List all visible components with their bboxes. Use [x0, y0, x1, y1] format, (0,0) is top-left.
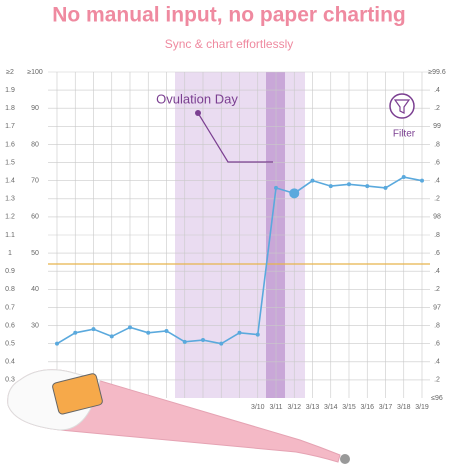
y3-tick-label: 80 [31, 141, 39, 148]
temperature-point [109, 334, 114, 339]
headline: No manual input, no paper charting [52, 4, 406, 27]
x-tick-label: 3/13 [306, 404, 320, 411]
y2-tick-label: .6 [434, 341, 440, 348]
temperature-point [219, 341, 224, 346]
temperature-point [91, 327, 96, 332]
temperature-point [310, 178, 315, 183]
ovulation-pointer [197, 112, 273, 163]
temperature-point [164, 328, 169, 333]
temperature-point [237, 330, 242, 335]
y3-tick-label: 70 [31, 178, 39, 185]
ovulation-label: Ovulation Day [156, 91, 238, 106]
y2-tick-label: .4 [434, 268, 440, 275]
temperature-point [255, 332, 260, 337]
filter-icon [389, 93, 415, 119]
temperature-point [401, 175, 406, 180]
y2-tick-label: ≤96 [431, 395, 443, 402]
y-tick-label: 0.9 [5, 268, 15, 275]
y3-tick-label: ≥100 [27, 69, 43, 76]
y-tick-label: 0.5 [5, 341, 15, 348]
y2-tick-label: .4 [434, 178, 440, 185]
x-tick-label: 3/15 [342, 404, 356, 411]
y3-tick-label: 40 [31, 286, 39, 293]
y-tick-label: 1 [8, 250, 12, 257]
y2-tick-label: 99 [433, 123, 441, 130]
temperature-point [55, 341, 59, 346]
y2-tick-label: .8 [434, 141, 440, 148]
y-tick-label: 1.2 [5, 214, 15, 221]
y3-tick-label: 60 [31, 214, 39, 221]
y2-tick-label: 98 [433, 214, 441, 221]
temperature-point [383, 185, 388, 190]
x-tick-label: 3/10 [251, 404, 265, 411]
y2-tick-label: .4 [434, 87, 440, 94]
y-tick-label: 0.8 [5, 286, 15, 293]
y-tick-label: 1.7 [5, 123, 15, 130]
y2-tick-label: .2 [434, 196, 440, 203]
y2-tick-label: .2 [434, 286, 440, 293]
temperature-point [347, 182, 351, 187]
y-tick-label: 1.6 [5, 141, 15, 148]
y2-tick-label: ≥99.6 [428, 69, 446, 76]
y2-tick-label: .4 [434, 359, 440, 366]
temperature-point [201, 338, 205, 343]
subheadline: Sync & chart effortlessly [165, 37, 294, 51]
temperature-point [274, 185, 278, 190]
y3-tick-label: 90 [31, 105, 39, 112]
y2-tick-label: .2 [434, 105, 440, 112]
y-tick-label: 0.7 [5, 304, 15, 311]
temperature-point [365, 184, 370, 189]
temperature-point [182, 339, 187, 344]
x-tick-label: 3/17 [379, 404, 393, 411]
y3-tick-label: 30 [31, 322, 39, 329]
x-tick-label: 3/16 [360, 404, 374, 411]
y-tick-label: 1.1 [5, 232, 15, 239]
x-tick-label: 3/12 [287, 404, 301, 411]
y3-tick-label: 50 [31, 250, 39, 257]
y2-tick-label: .6 [434, 159, 440, 166]
temperature-point [289, 188, 300, 199]
y-tick-label: 1.4 [5, 178, 15, 185]
x-tick-label: 3/19 [415, 404, 429, 411]
y2-tick-label: 97 [433, 304, 441, 311]
y-tick-label: 0.3 [5, 377, 15, 384]
y-tick-label: 1.3 [5, 196, 15, 203]
y2-tick-label: .8 [434, 322, 440, 329]
x-tick-label: 3/18 [397, 404, 411, 411]
temperature-point [420, 178, 424, 183]
y-tick-label: ≥2 [6, 69, 14, 76]
temperature-point [73, 330, 78, 335]
y-tick-label: 1.9 [5, 87, 15, 94]
x-tick-label: 3/11 [269, 404, 282, 411]
y-tick-label: 1.5 [5, 159, 15, 166]
y-tick-label: 0.6 [5, 322, 15, 329]
y2-tick-label: .8 [434, 232, 440, 239]
temperature-point [146, 330, 151, 335]
temperature-point [128, 325, 132, 330]
y-tick-label: 0.4 [5, 359, 15, 366]
temperature-point [328, 184, 333, 189]
filter-funnel [393, 99, 411, 114]
y2-tick-label: .6 [434, 250, 440, 257]
y2-tick-label: .2 [434, 377, 440, 384]
x-tick-label: 3/14 [324, 404, 338, 411]
chart: ≥2 1.9 1.8 1.7 1.6 1.5 1.4 1.3 1.2 1.1 1 0.9 0.8 0.7 0… [5, 69, 446, 411]
y-tick-label: 1.8 [5, 105, 15, 112]
filter-label: Filter [393, 129, 416, 140]
thermometer [7, 369, 350, 464]
